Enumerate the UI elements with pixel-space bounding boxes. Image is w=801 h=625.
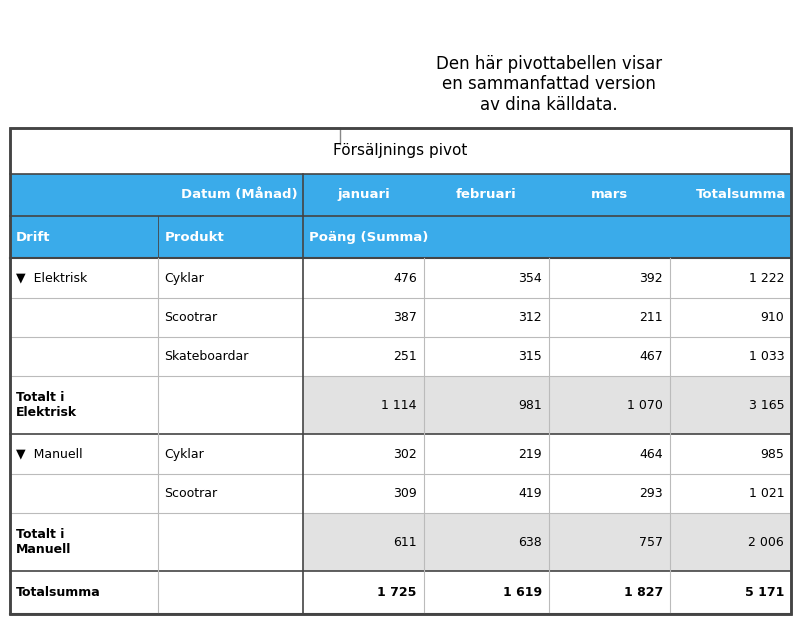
Text: 315: 315 <box>518 350 541 362</box>
Text: 219: 219 <box>518 448 541 461</box>
Text: 5 171: 5 171 <box>745 586 784 599</box>
Bar <box>10 216 791 259</box>
Text: 293: 293 <box>639 487 663 499</box>
Text: mars: mars <box>591 189 628 201</box>
Text: Drift: Drift <box>16 231 50 244</box>
Bar <box>10 474 791 512</box>
Text: 985: 985 <box>760 448 784 461</box>
Bar <box>303 512 791 571</box>
Text: 476: 476 <box>393 271 417 284</box>
Text: 1 827: 1 827 <box>624 586 663 599</box>
Text: 467: 467 <box>639 350 663 362</box>
Bar <box>303 174 791 216</box>
Text: 757: 757 <box>639 536 663 549</box>
Text: 1 725: 1 725 <box>377 586 417 599</box>
Text: ▼  Manuell: ▼ Manuell <box>16 448 83 461</box>
Text: Cyklar: Cyklar <box>164 448 204 461</box>
Text: 211: 211 <box>639 311 663 324</box>
Text: ▼  Elektrisk: ▼ Elektrisk <box>16 271 87 284</box>
Text: februari: februari <box>456 189 517 201</box>
Text: Skateboardar: Skateboardar <box>164 350 249 362</box>
Bar <box>10 128 791 174</box>
Text: 251: 251 <box>393 350 417 362</box>
Text: 1 222: 1 222 <box>749 271 784 284</box>
Text: Försäljnings pivot: Försäljnings pivot <box>333 144 468 159</box>
Bar <box>10 174 303 216</box>
Text: Totalsumma: Totalsumma <box>16 586 101 599</box>
Text: 1 070: 1 070 <box>627 399 663 412</box>
Bar <box>10 259 791 298</box>
Text: 1 033: 1 033 <box>749 350 784 362</box>
Text: Scootrar: Scootrar <box>164 311 218 324</box>
Text: 1 619: 1 619 <box>503 586 541 599</box>
Bar <box>10 298 791 337</box>
Bar <box>10 571 791 614</box>
Bar <box>10 128 791 614</box>
Bar <box>10 434 791 474</box>
Bar <box>303 376 791 434</box>
Text: Poäng (Summa): Poäng (Summa) <box>309 231 429 244</box>
Bar <box>10 376 303 434</box>
Text: 3 165: 3 165 <box>749 399 784 412</box>
Text: Datum (Månad): Datum (Månad) <box>180 189 297 201</box>
Bar <box>10 337 791 376</box>
Text: 2 006: 2 006 <box>748 536 784 549</box>
Text: Scootrar: Scootrar <box>164 487 218 499</box>
Text: Den här pivottabellen visar
en sammanfattad version
av dina källdata.: Den här pivottabellen visar en sammanfat… <box>436 54 662 114</box>
Text: 354: 354 <box>518 271 541 284</box>
Text: januari: januari <box>337 189 390 201</box>
Text: 392: 392 <box>639 271 663 284</box>
Bar <box>10 128 791 614</box>
Text: Totalsumma: Totalsumma <box>695 189 786 201</box>
Text: 1 021: 1 021 <box>749 487 784 499</box>
Text: 302: 302 <box>393 448 417 461</box>
Text: 387: 387 <box>392 311 417 324</box>
Text: Produkt: Produkt <box>164 231 224 244</box>
Text: 419: 419 <box>518 487 541 499</box>
Text: 910: 910 <box>760 311 784 324</box>
Text: Totalt i
Manuell: Totalt i Manuell <box>16 528 71 556</box>
Text: Totalt i
Elektrisk: Totalt i Elektrisk <box>16 391 77 419</box>
Text: Cyklar: Cyklar <box>164 271 204 284</box>
Text: 638: 638 <box>518 536 541 549</box>
Text: 1 114: 1 114 <box>381 399 417 412</box>
Bar <box>10 512 303 571</box>
Text: 611: 611 <box>393 536 417 549</box>
Text: 312: 312 <box>518 311 541 324</box>
Text: 309: 309 <box>393 487 417 499</box>
Text: 464: 464 <box>639 448 663 461</box>
Text: 981: 981 <box>518 399 541 412</box>
